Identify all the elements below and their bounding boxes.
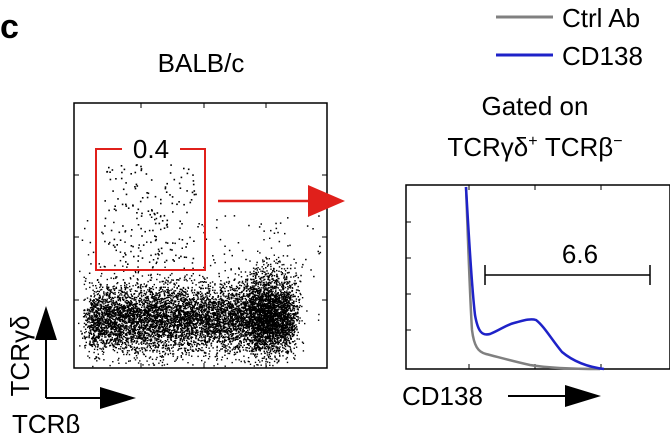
legend-label-cd138: CD138 — [562, 41, 643, 71]
panel-label: c — [0, 8, 19, 46]
histogram-subtitle: TCRγδ+ TCRβ− — [447, 132, 622, 162]
scatter-xlabel: TCRβ — [12, 409, 80, 433]
histogram-xaxis-arrow — [508, 385, 601, 407]
scatter-axes-indicator — [35, 306, 136, 409]
legend: Ctrl Ab CD138 — [496, 3, 643, 71]
subtitle-part-1: TCRγδ — [447, 132, 528, 162]
histogram-ticks — [406, 185, 602, 369]
subtitle-sup-1: + — [528, 133, 537, 150]
gate-box — [95, 148, 206, 271]
histogram-xlabel: CD138 — [402, 381, 483, 411]
subtitle-sup-2: − — [613, 133, 622, 150]
scatter-ylabel: TCRγδ — [5, 316, 35, 397]
scatter-title: BALB/c — [158, 48, 245, 78]
gate-label-bg — [122, 136, 180, 162]
histogram-marker — [484, 265, 651, 285]
y-axis-arrowhead — [35, 306, 57, 340]
histogram-curve-ctrl — [464, 186, 601, 371]
histogram-frame — [405, 184, 670, 370]
scatter-ticks — [74, 103, 327, 368]
histogram-curve-cd138 — [464, 186, 605, 371]
x-axis-arrowhead — [100, 387, 136, 409]
gate-to-histogram-arrow — [218, 185, 345, 217]
histogram-title: Gated on — [482, 91, 589, 121]
scatter-frame — [73, 102, 328, 369]
subtitle-part-2: TCRβ — [538, 132, 614, 162]
histogram-marker-label: 6.6 — [562, 239, 598, 269]
histogram-plot: 6.6 — [405, 184, 670, 371]
legend-label-ctrl: Ctrl Ab — [562, 3, 640, 33]
scatter-dots — [78, 164, 322, 368]
scatter-plot: 0.4 — [73, 102, 328, 369]
gate-label: 0.4 — [133, 134, 169, 164]
